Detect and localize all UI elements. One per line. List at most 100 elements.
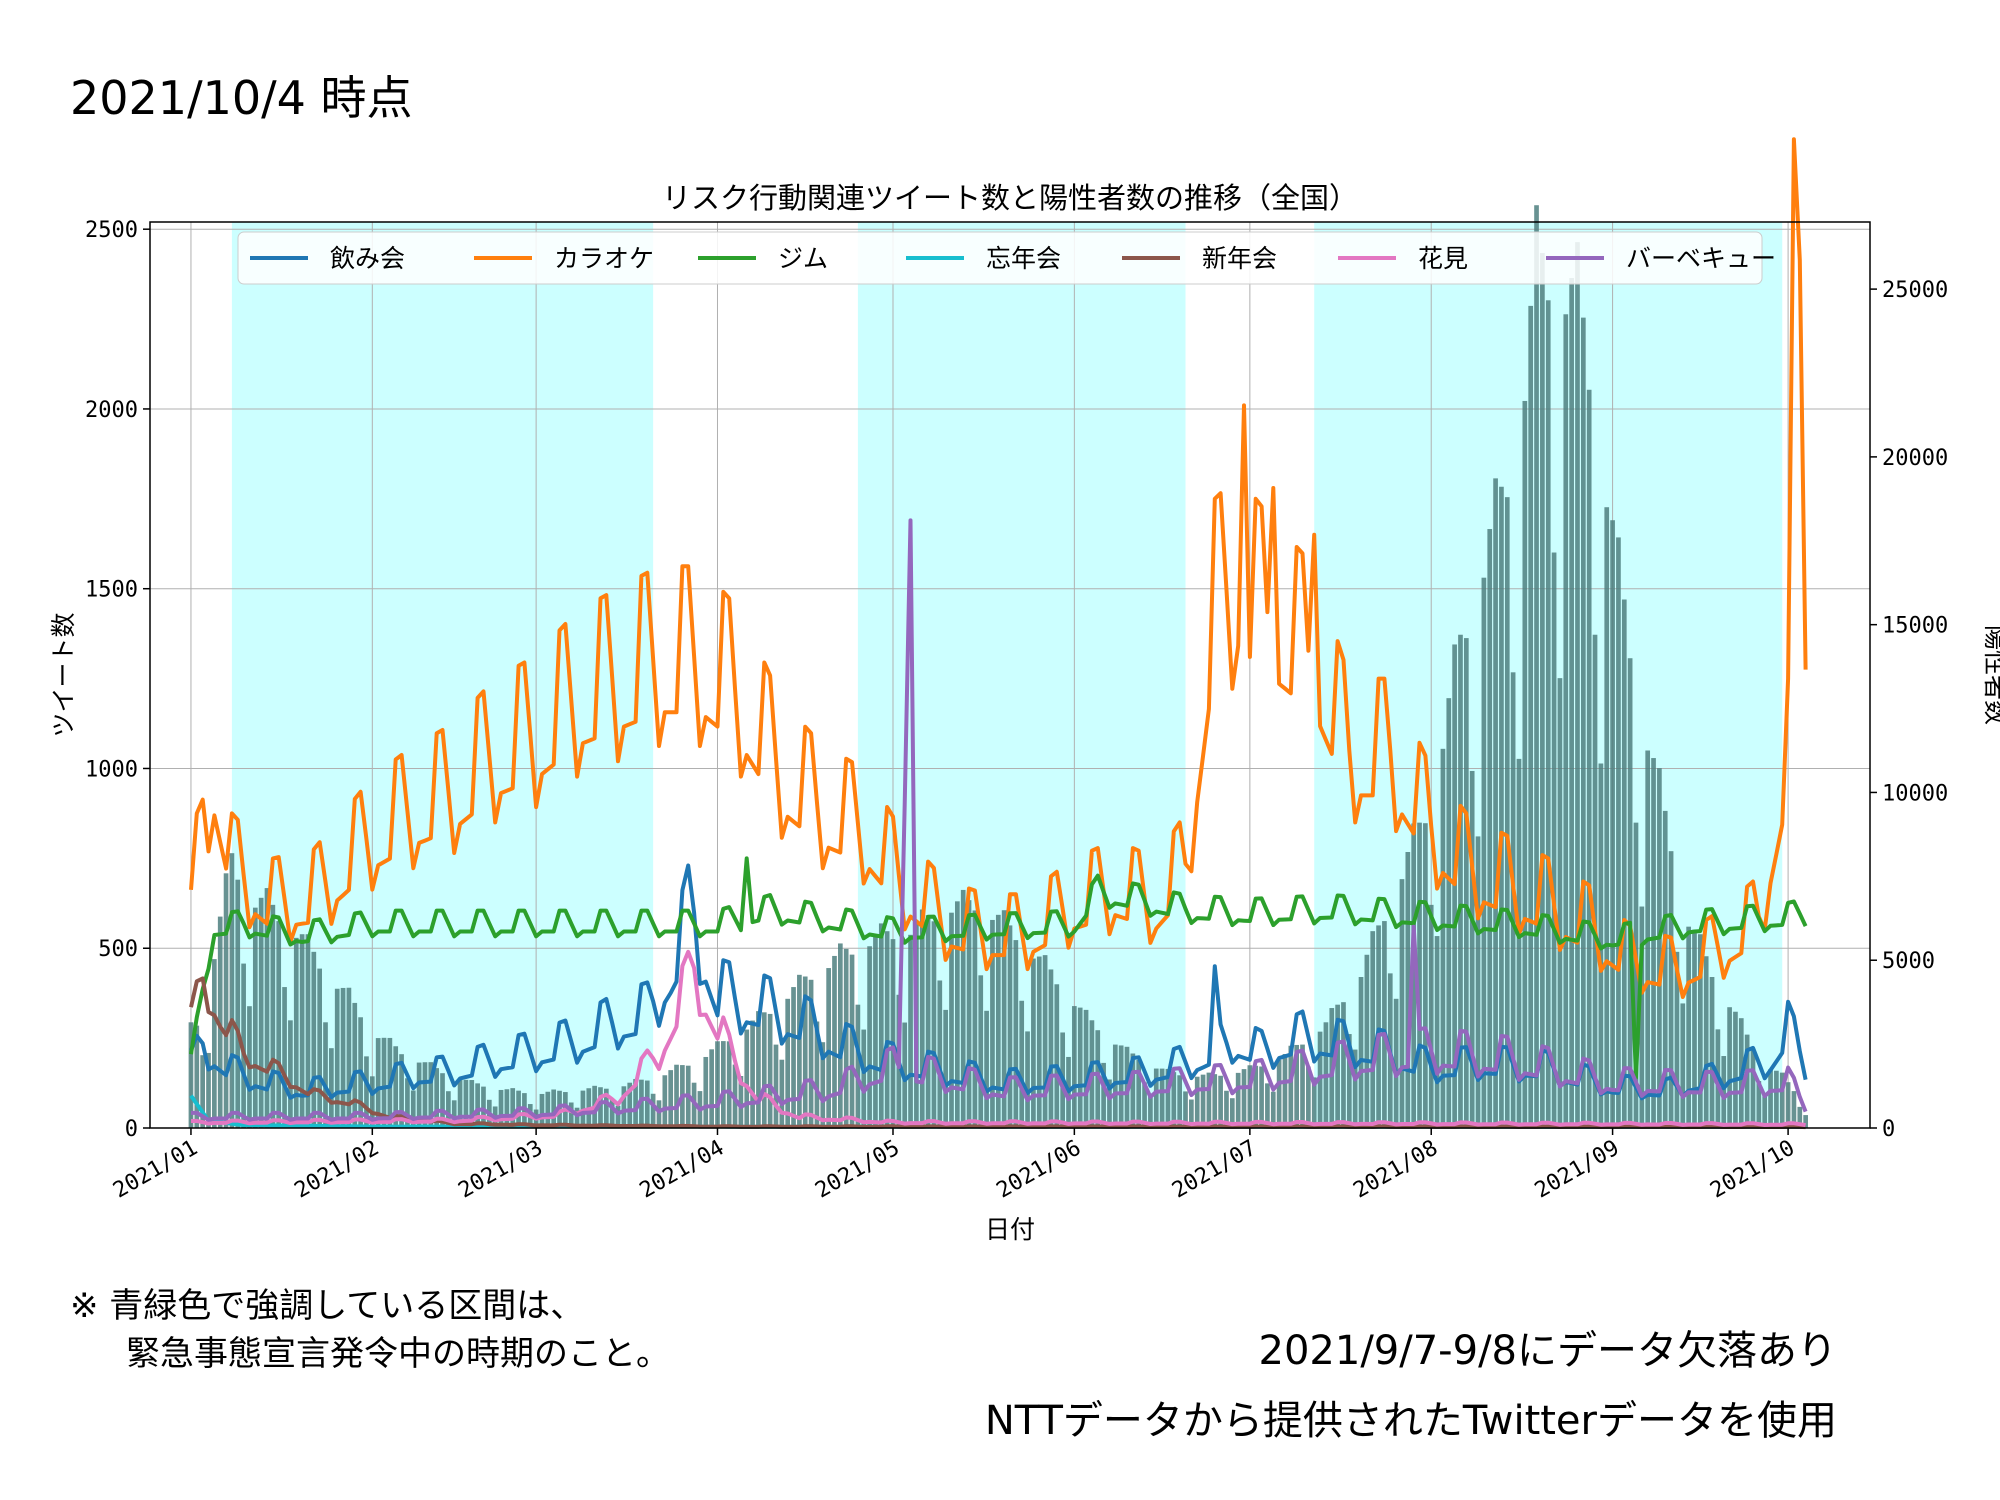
case-bar [855, 1004, 861, 1128]
case-bar [832, 955, 837, 1128]
case-bar [311, 951, 317, 1128]
case-bar [446, 1091, 451, 1128]
legend-label: 飲み会 [330, 244, 405, 273]
case-bar [1159, 1068, 1165, 1128]
case-bar [1189, 1099, 1194, 1128]
case-bar [1592, 634, 1598, 1128]
case-bar [978, 975, 984, 1128]
case-bar [475, 1083, 480, 1128]
case-bar [1551, 552, 1557, 1128]
series-line-5 [190, 949, 1806, 1128]
case-bar [270, 904, 276, 1128]
case-bar [1698, 934, 1703, 1128]
case-bar [1692, 929, 1697, 1128]
case-bar [650, 1093, 656, 1128]
case-bar [258, 897, 264, 1128]
case-bar [662, 1075, 668, 1128]
case-bar [399, 1054, 404, 1128]
case-bar [820, 1042, 826, 1128]
case-bar [1054, 984, 1060, 1128]
case-bar [1575, 242, 1580, 1129]
case-bar [545, 1091, 551, 1128]
y2-tick-label: 0 [1882, 1117, 1895, 1142]
case-bar [1112, 1044, 1118, 1128]
case-bar [1183, 1091, 1188, 1128]
case-bar [1411, 823, 1417, 1128]
case-bar [364, 1056, 369, 1128]
case-bar [756, 1011, 761, 1128]
case-bar [931, 921, 937, 1128]
case-bar [1265, 1083, 1270, 1128]
case-bar [1352, 1049, 1358, 1128]
case-bar [469, 1080, 475, 1128]
case-bar [1446, 698, 1452, 1128]
case-bar [1107, 1079, 1112, 1128]
case-bar [457, 1079, 463, 1128]
case-bar [1171, 1072, 1177, 1128]
case-bar [814, 1021, 820, 1128]
case-bar [1306, 1066, 1311, 1128]
case-bar [1300, 1044, 1305, 1128]
y2-tick-label: 20000 [1882, 446, 1948, 471]
series-line-1 [189, 137, 1808, 999]
case-bar [1025, 1031, 1030, 1128]
y-tick-label: 2000 [85, 398, 138, 423]
case-bar [633, 1078, 638, 1128]
legend-label: ジム [778, 244, 828, 273]
case-bar [773, 1044, 779, 1128]
x-tick-label: 2021/09 [1531, 1136, 1624, 1204]
case-bar [1762, 1093, 1768, 1128]
case-bar [1036, 956, 1042, 1128]
case-bar [1686, 926, 1691, 1128]
y-axis-left: 0 500 1000 1500 2000 2500 [85, 218, 150, 1142]
case-bar [1212, 1074, 1218, 1128]
case-bar [990, 919, 995, 1128]
case-bar [1370, 931, 1376, 1128]
case-bar [1727, 1007, 1732, 1128]
case-bar [1803, 1115, 1808, 1128]
case-bar [410, 1090, 416, 1128]
case-bar [995, 914, 1001, 1128]
case-bar [960, 889, 966, 1128]
case-bar [1434, 936, 1440, 1128]
case-bar [838, 943, 843, 1128]
case-bar [229, 853, 235, 1128]
case-bar [340, 987, 346, 1128]
case-bar [1142, 1082, 1147, 1128]
legend-label: 新年会 [1202, 244, 1277, 273]
legend-label: 花見 [1418, 244, 1468, 273]
page-title: 2021/10/4 時点 [70, 71, 413, 125]
case-bar [849, 954, 855, 1128]
footnote: ※ 青緑色で強調している区間は、 緊急事態宣言発令中の時期のこと。 [70, 1282, 670, 1378]
case-bar [1083, 1009, 1089, 1128]
case-bar [317, 968, 322, 1128]
case-bar [440, 1073, 445, 1128]
case-bar [955, 901, 960, 1128]
footnote-line-1: ※ 青緑色で強調している区間は、 [70, 1286, 585, 1326]
case-bar [1785, 1082, 1791, 1128]
case-bar [609, 1100, 615, 1128]
case-bar [235, 879, 241, 1128]
case-bar [826, 968, 831, 1128]
case-bar [1019, 1000, 1025, 1128]
case-bar [451, 1100, 457, 1128]
case-bar [1458, 634, 1463, 1128]
case-bar [1294, 1044, 1300, 1128]
case-bar [1218, 1075, 1223, 1128]
case-bar [369, 1076, 375, 1128]
case-bar [252, 907, 258, 1128]
case-bar [1095, 1030, 1101, 1128]
x-tick-label: 2021/10 [1706, 1136, 1799, 1204]
case-bar [767, 1013, 773, 1128]
case-bar [1469, 770, 1475, 1128]
case-bar [334, 988, 340, 1128]
case-bar [627, 1082, 633, 1128]
case-bar [715, 1041, 720, 1128]
case-bar [1382, 921, 1387, 1128]
case-bar [808, 979, 814, 1128]
case-bar [405, 1078, 410, 1128]
case-bar [481, 1086, 486, 1128]
case-bar [1616, 537, 1621, 1128]
case-bar [744, 1029, 750, 1128]
x-tick-label: 2021/03 [454, 1136, 547, 1204]
